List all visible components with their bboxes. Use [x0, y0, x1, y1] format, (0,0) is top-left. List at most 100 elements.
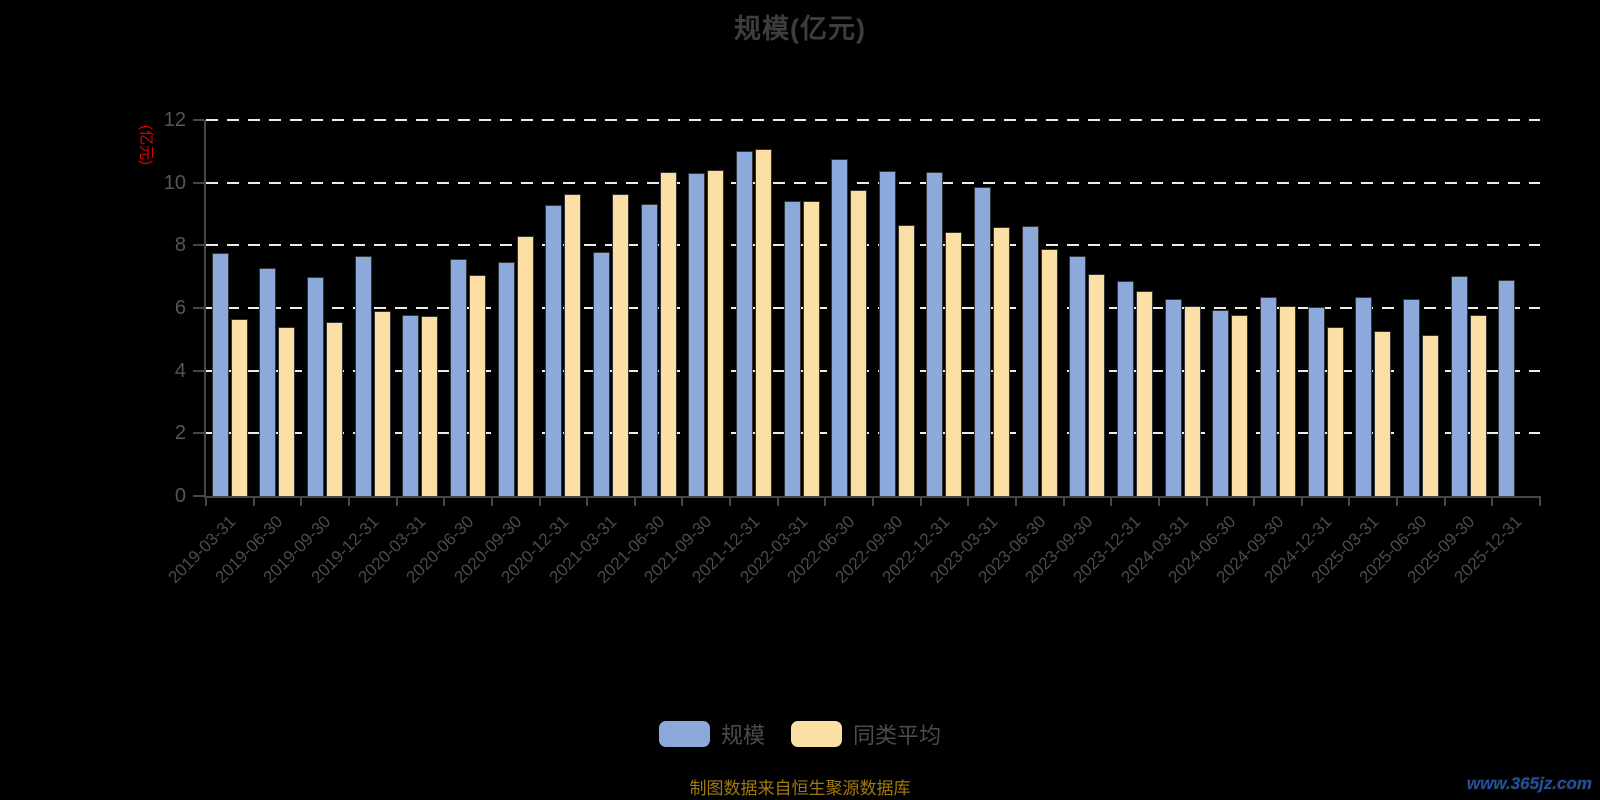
- bar-scale-2025-03-31[interactable]: [1355, 296, 1373, 496]
- x-axis-tick-11: [729, 496, 732, 506]
- bar-scale-2021-03-31[interactable]: [592, 251, 610, 496]
- bar-scale-2025-09-30[interactable]: [1450, 276, 1468, 496]
- bar-peer-average-2019-12-31[interactable]: [373, 310, 391, 496]
- bar-scale-2024-12-31[interactable]: [1307, 306, 1325, 496]
- legend-item-scale[interactable]: 规模: [658, 718, 765, 750]
- bar-peer-average-2021-09-30[interactable]: [707, 169, 725, 496]
- bar-scale-2022-12-31[interactable]: [926, 172, 944, 496]
- y-axis-label-2: 2: [174, 422, 186, 445]
- x-axis-label-2025-12-31: 2025-12-31: [1450, 512, 1526, 587]
- gridline-8: [206, 244, 1540, 247]
- bar-scale-2021-09-30[interactable]: [688, 173, 706, 496]
- category-slot-2021-03-31: [587, 120, 635, 496]
- bar-scale-2021-06-30[interactable]: [640, 203, 658, 496]
- x-axis-tick-21: [1205, 496, 1208, 506]
- x-axis-tick-3: [347, 496, 350, 506]
- bar-scale-2020-06-30[interactable]: [450, 259, 468, 496]
- bar-scale-2020-03-31[interactable]: [402, 314, 420, 496]
- bar-scale-2022-03-31[interactable]: [783, 201, 801, 496]
- x-axis-tick-20: [1157, 496, 1160, 506]
- x-axis-tick-25: [1396, 496, 1399, 506]
- bar-scale-2019-06-30[interactable]: [259, 268, 277, 496]
- bar-peer-average-2023-12-31[interactable]: [1136, 291, 1154, 496]
- x-axis-tick-1: [252, 496, 255, 506]
- bar-scale-2024-06-30[interactable]: [1212, 309, 1230, 496]
- x-axis-tick-14: [872, 496, 874, 506]
- y-axis-label-6: 6: [174, 297, 186, 319]
- bar-peer-average-2023-06-30[interactable]: [1040, 249, 1058, 496]
- bar-scale-2020-12-31[interactable]: [545, 204, 563, 496]
- bar-peer-average-2021-06-30[interactable]: [659, 172, 677, 496]
- legend-label-peer-average: 同类平均: [853, 723, 942, 748]
- bar-peer-average-2024-12-31[interactable]: [1326, 326, 1344, 496]
- bar-scale-2019-03-31[interactable]: [211, 253, 229, 496]
- bar-peer-average-2020-03-31[interactable]: [421, 315, 439, 496]
- bar-scale-2022-09-30[interactable]: [878, 171, 896, 496]
- x-axis-tick-2: [300, 496, 303, 506]
- bar-peer-average-2022-09-30[interactable]: [897, 224, 915, 496]
- category-slot-2024-03-31: [1159, 120, 1207, 496]
- bar-peer-average-2023-03-31[interactable]: [993, 226, 1011, 496]
- bar-peer-average-2021-12-31[interactable]: [754, 148, 772, 496]
- y-axis-label-4: 4: [174, 359, 186, 382]
- bar-peer-average-2022-06-30[interactable]: [850, 190, 868, 496]
- bar-peer-average-2024-06-30[interactable]: [1231, 315, 1249, 496]
- bar-peer-average-2022-03-31[interactable]: [802, 201, 820, 496]
- bar-scale-2023-12-31[interactable]: [1117, 281, 1135, 496]
- x-axis-tick-6: [490, 496, 493, 506]
- category-slot-2024-12-31: [1302, 120, 1350, 496]
- y-axis-unit-label: (亿元): [137, 125, 155, 165]
- x-axis-tick-24: [1348, 496, 1351, 506]
- bar-peer-average-2024-03-31[interactable]: [1183, 305, 1201, 496]
- bar-peer-average-2022-12-31[interactable]: [945, 231, 963, 496]
- bar-scale-2021-12-31[interactable]: [735, 151, 753, 496]
- bar-scale-2025-06-30[interactable]: [1402, 298, 1420, 496]
- bar-scale-2024-09-30[interactable]: [1259, 296, 1277, 496]
- y-axis-tick-12: [193, 119, 204, 121]
- category-slot-2022-09-30: [873, 120, 921, 496]
- bar-scale-2022-06-30[interactable]: [831, 158, 849, 496]
- bar-peer-average-2023-09-30[interactable]: [1088, 273, 1106, 496]
- x-axis-tick-5: [443, 496, 446, 506]
- gridline-10: [206, 181, 1540, 184]
- bar-peer-average-2025-03-31[interactable]: [1374, 330, 1392, 496]
- bar-scale-2019-09-30[interactable]: [307, 276, 325, 496]
- category-slot-2019-12-31: [349, 120, 397, 496]
- y-axis-tick-0: [193, 495, 204, 497]
- bar-scale-2024-03-31[interactable]: [1164, 298, 1182, 496]
- bar-peer-average-2020-12-31[interactable]: [564, 194, 582, 496]
- x-axis-tick-12: [776, 496, 779, 506]
- bar-scale-2023-03-31[interactable]: [974, 187, 992, 496]
- bar-scale-2023-09-30[interactable]: [1069, 256, 1087, 496]
- bar-peer-average-2019-09-30[interactable]: [326, 322, 344, 496]
- bar-scale-2023-06-30[interactable]: [1021, 226, 1039, 496]
- legend-item-peer-average[interactable]: 同类平均: [791, 718, 941, 750]
- bar-peer-average-2019-03-31[interactable]: [230, 318, 248, 496]
- bar-peer-average-2021-03-31[interactable]: [611, 194, 629, 496]
- bar-peer-average-2025-09-30[interactable]: [1469, 314, 1487, 496]
- bar-peer-average-2024-09-30[interactable]: [1278, 306, 1296, 496]
- x-axis-tick-13: [824, 496, 827, 506]
- category-slot-2021-06-30: [635, 120, 683, 496]
- bar-scale-2019-12-31[interactable]: [354, 256, 372, 496]
- x-axis-tick-19: [1110, 496, 1113, 506]
- legend: 规模 同类平均: [0, 718, 1600, 750]
- x-axis-tick-0: [205, 496, 207, 506]
- watermark-url: www.365jz.com: [1466, 774, 1592, 793]
- bar-scale-2025-12-31[interactable]: [1498, 280, 1516, 496]
- y-axis-tick-2: [193, 432, 204, 435]
- category-slot-2019-03-31: [206, 120, 254, 496]
- category-slot-2023-03-31: [968, 120, 1016, 496]
- category-slot-2021-12-31: [730, 120, 778, 496]
- category-slot-2025-09-30: [1445, 120, 1493, 496]
- y-axis-label-10: 10: [163, 171, 186, 194]
- x-axis-tick-28: [1539, 496, 1541, 506]
- category-slot-2022-06-30: [825, 120, 873, 496]
- bar-peer-average-2020-09-30[interactable]: [516, 235, 534, 496]
- category-slot-2019-09-30: [301, 120, 349, 496]
- bar-scale-2020-09-30[interactable]: [497, 262, 515, 496]
- category-slot-2019-06-30: [254, 120, 302, 496]
- bar-peer-average-2020-06-30[interactable]: [469, 275, 487, 496]
- bar-peer-average-2019-06-30[interactable]: [278, 326, 296, 496]
- bar-peer-average-2025-06-30[interactable]: [1421, 335, 1439, 496]
